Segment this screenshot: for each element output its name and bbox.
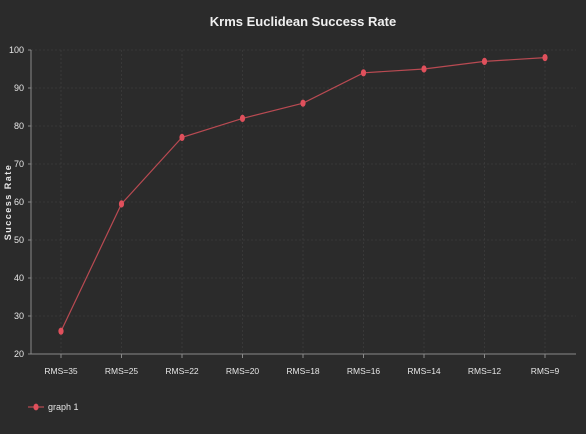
legend[interactable]: graph 1 — [28, 402, 79, 412]
x-tick-label: RMS=14 — [407, 366, 441, 376]
data-point[interactable] — [58, 327, 64, 335]
x-tick-label: RMS=18 — [286, 366, 320, 376]
y-tick-label: 50 — [14, 235, 24, 245]
x-tick-label: RMS=9 — [531, 366, 560, 376]
axis-layer: 20 30 40 50 60 70 80 90 100 RMS=35 RMS=25 RMS=22 RMS… — [9, 45, 576, 376]
y-axis-label: Success Rate — [3, 164, 13, 241]
y-tick-label: 30 — [14, 311, 24, 321]
legend-label: graph 1 — [48, 402, 79, 412]
y-tick-label: 70 — [14, 159, 24, 169]
x-tick-label: RMS=22 — [165, 366, 199, 376]
data-point[interactable] — [118, 200, 125, 208]
grid-layer — [31, 49, 576, 354]
y-tick-label: 60 — [14, 197, 24, 207]
data-point[interactable] — [481, 57, 488, 65]
y-tick-label: 90 — [14, 83, 24, 93]
y-tick-label: 40 — [14, 273, 24, 283]
x-tick-label: RMS=25 — [105, 366, 139, 376]
data-point[interactable] — [421, 65, 427, 73]
data-point[interactable] — [179, 133, 185, 141]
y-tick-label: 80 — [14, 121, 24, 131]
y-tick-label: 20 — [14, 349, 24, 359]
y-tick-label: 100 — [9, 45, 24, 55]
data-point[interactable] — [239, 114, 246, 122]
legend-marker — [33, 403, 39, 411]
chart-title: Krms Euclidean Success Rate — [210, 14, 396, 29]
series-layer — [58, 54, 548, 335]
data-point[interactable] — [300, 99, 306, 107]
data-point[interactable] — [360, 69, 367, 77]
x-tick-label: RMS=12 — [468, 366, 502, 376]
x-tick-label: RMS=16 — [347, 366, 381, 376]
x-tick-label: RMS=35 — [44, 366, 78, 376]
data-point[interactable] — [542, 54, 548, 62]
x-tick-label: RMS=20 — [226, 366, 260, 376]
